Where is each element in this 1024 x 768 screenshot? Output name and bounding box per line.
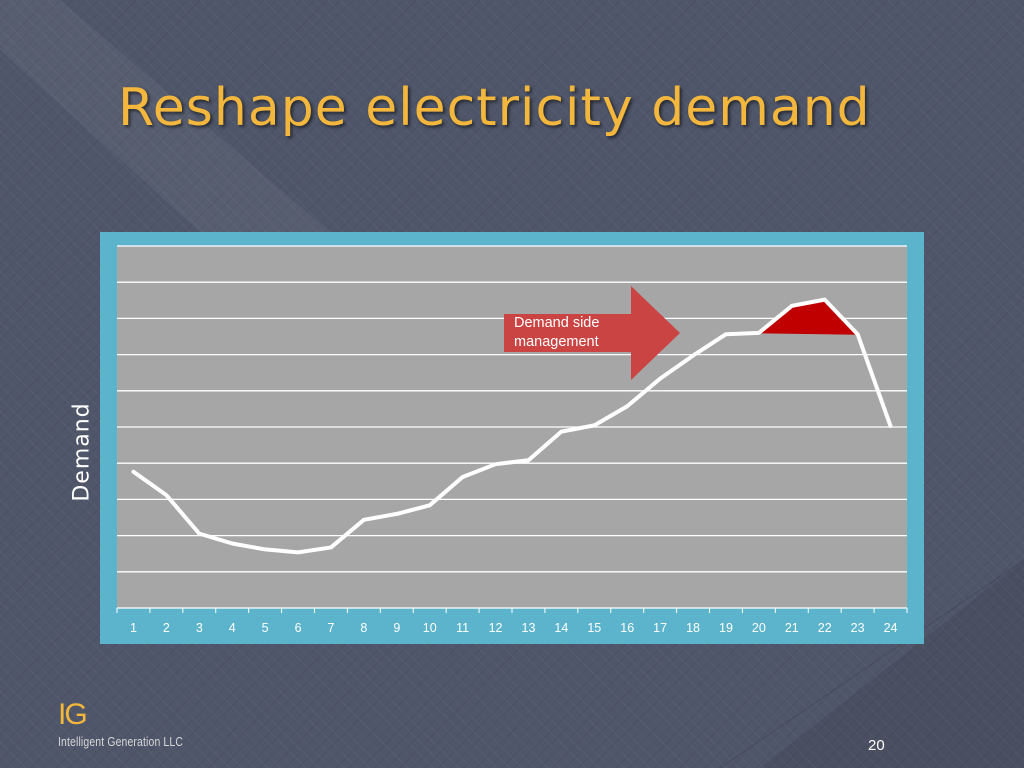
chart-canvas: 1 2 3 4 5 6 7 8 9 10 11 12 13 14 15 16 17 18 19 20 21 22 23 24 [116, 245, 908, 635]
data-point [724, 332, 728, 336]
x-tick-label: 7 [327, 621, 334, 635]
data-point [329, 545, 333, 550]
data-point [592, 423, 596, 427]
data-point [428, 503, 432, 507]
x-tick-label: 22 [818, 621, 832, 635]
x-tick-label: 17 [653, 621, 667, 635]
logo-company-name: Intelligent Generation LLC [58, 734, 183, 749]
x-tick-label: 14 [554, 621, 568, 635]
data-point [559, 430, 563, 434]
company-logo: IG Intelligent Generation LLC [58, 698, 214, 750]
x-tick-label: 11 [456, 621, 469, 635]
data-point [263, 547, 267, 552]
data-point [362, 518, 366, 522]
x-tick-label: 6 [295, 621, 302, 635]
x-tick-label: 13 [522, 621, 536, 635]
x-tick-label: 21 [785, 621, 799, 635]
x-tick-label: 10 [423, 621, 437, 635]
x-tick-label: 2 [163, 621, 170, 635]
data-point [197, 532, 201, 536]
data-point [164, 493, 168, 497]
data-point [131, 470, 136, 474]
data-point [625, 404, 629, 408]
right-arrow-icon [504, 286, 680, 380]
data-point [757, 331, 761, 335]
page-number: 20 [868, 737, 885, 754]
x-tick-label: 1 [130, 621, 137, 635]
callout-text: Demand side management [514, 315, 600, 350]
data-point [823, 298, 827, 302]
data-point [856, 332, 860, 336]
demand-series-line [131, 297, 893, 555]
data-point [296, 550, 300, 554]
series-line [131, 297, 893, 555]
x-tick-label: 4 [229, 621, 236, 635]
demand-side-management-callout: Demand side management [504, 286, 680, 380]
x-tick-label: 9 [393, 621, 400, 635]
x-tick-label: 15 [587, 621, 601, 635]
gridlines [117, 245, 907, 609]
data-point [691, 353, 695, 358]
x-tick-label: 5 [262, 621, 269, 635]
x-tick-label: 20 [752, 621, 766, 635]
data-point [658, 377, 662, 381]
x-tick-label: 3 [196, 621, 203, 635]
data-point [526, 458, 531, 462]
data-point [493, 462, 498, 466]
x-tick-label: 23 [851, 621, 865, 635]
demand-chart: 1 2 3 4 5 6 7 8 9 10 11 12 13 14 15 16 17 18 19 20 21 22 23 24 [100, 232, 924, 644]
x-tick-label: 19 [719, 621, 733, 635]
x-tick-label: 24 [884, 621, 898, 635]
x-tick-label: 18 [686, 621, 700, 635]
data-point [395, 512, 399, 516]
x-axis: 1 2 3 4 5 6 7 8 9 10 11 12 13 14 15 16 17 18 19 20 21 22 23 24 [116, 608, 908, 635]
x-tick-label: 12 [489, 621, 503, 635]
logo-mark: IG [58, 698, 88, 731]
data-point [230, 541, 234, 546]
y-axis-label: Demand [69, 402, 95, 502]
x-tick-label: 16 [620, 621, 634, 635]
data-point [461, 475, 465, 479]
x-tick-label: 8 [360, 621, 367, 635]
data-point [790, 304, 794, 308]
slide-title: Reshape electricity demand [118, 78, 871, 138]
data-point [888, 424, 893, 428]
